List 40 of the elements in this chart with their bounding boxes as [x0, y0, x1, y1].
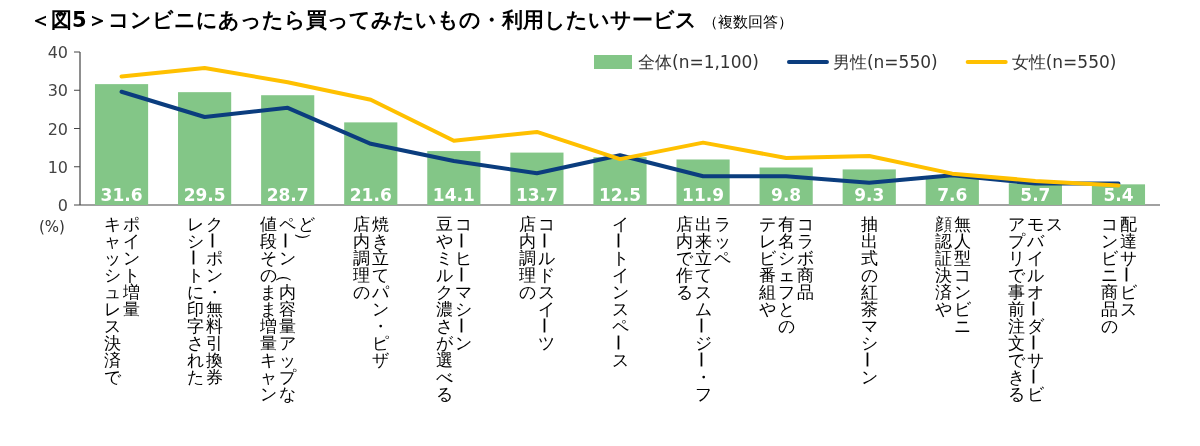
x-tick-label: 店内で作る出来立てスムージー・フラッペ: [674, 214, 731, 404]
data-label: 12.5: [599, 185, 641, 205]
x-tick-label: 店内調理のコールドスイーツ: [519, 214, 556, 353]
legend-label: 男性(n=550): [832, 52, 938, 72]
data-label: 7.6: [937, 185, 968, 205]
x-tick-label: 店内調理の焼き立てパン・ピザ: [353, 214, 391, 370]
data-label: 11.9: [682, 185, 725, 205]
x-tick-label: 抽出式の紅茶マシーン: [856, 214, 878, 387]
data-label: 9.3: [854, 185, 885, 205]
y-tick-label: 20: [47, 119, 68, 139]
data-label: 5.7: [1020, 185, 1051, 205]
legend-label: 全体(n=1,100): [638, 52, 759, 72]
x-tick-label: キャッシュレス決済でポイント増量: [103, 214, 140, 387]
data-label: 28.7: [266, 185, 309, 205]
x-tick-label: 豆やミルク濃さが選べるコーヒーマシーン: [436, 214, 473, 404]
chart-subtitle: （複数回答）: [702, 13, 793, 31]
y-tick-label: 40: [47, 43, 68, 62]
x-tick-label: イートインスペース: [607, 214, 629, 370]
data-label: 31.6: [100, 185, 143, 205]
y-tick-label: 10: [47, 157, 68, 177]
x-tick-label: レシートに印字されたクーポン・無料引換券: [182, 214, 223, 387]
x-tick-label: 値段そのまま増量キャンペーン（内容量アップなど）: [259, 214, 316, 404]
x-tick-label: 顔認証決済や無人型コンビニ: [934, 214, 972, 336]
y-tick-label: 0: [57, 196, 68, 215]
y-tick-label: 30: [47, 81, 68, 101]
bar: [178, 92, 232, 205]
x-tick-label: コンビニ商品の配達サービス: [1100, 214, 1138, 336]
data-label: 21.6: [349, 185, 392, 205]
data-label: 29.5: [183, 185, 226, 205]
y-axis-title: (%): [39, 218, 65, 236]
data-label: 14.1: [432, 185, 475, 205]
data-label: 9.8: [771, 185, 802, 205]
data-label: 13.7: [515, 185, 558, 205]
legend-label: 女性(n=550): [1011, 52, 1117, 72]
bar: [94, 84, 149, 205]
bar: [261, 95, 315, 205]
x-tick-label: アプリで事前注文できるモバイルオーダーサービス: [1008, 214, 1064, 404]
x-tick-label: テレビ番組や有名シェフとのコラボ商品: [757, 214, 814, 336]
chart-title: ＜図5＞コンビニにあったら買ってみたいもの・利用したいサービス: [30, 8, 697, 32]
data-label: 5.4: [1103, 185, 1134, 205]
